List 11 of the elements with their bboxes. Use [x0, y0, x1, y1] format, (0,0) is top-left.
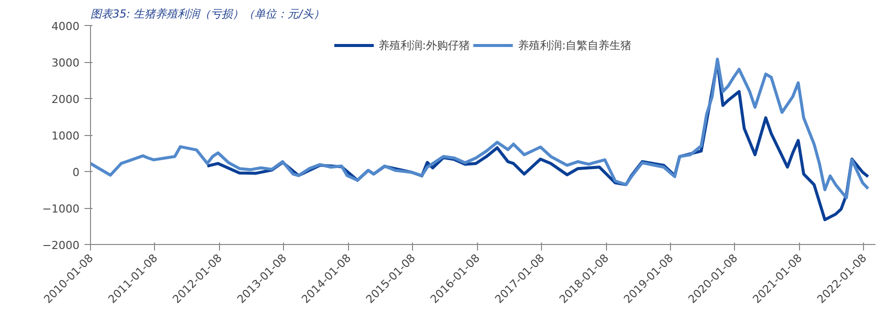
y-tick-label: 1000 — [52, 130, 80, 142]
y-tick-label: 3000 — [52, 56, 80, 70]
y-tick-label: −2000 — [42, 239, 80, 252]
legend-label: 养殖利润:自繁自养生猪 — [518, 38, 632, 52]
y-tick-label: 0 — [72, 166, 80, 179]
y-tick-label: −1000 — [42, 202, 80, 216]
line-series — [90, 58, 870, 200]
legend-label: 养殖利润:外购仔猪 — [378, 38, 470, 52]
y-tick-label: 2000 — [52, 93, 80, 106]
chart-title: 图表35: 生猪养殖利润（亏损）（单位：元/头） — [90, 8, 324, 20]
y-tick-label: 4000 — [52, 20, 80, 33]
